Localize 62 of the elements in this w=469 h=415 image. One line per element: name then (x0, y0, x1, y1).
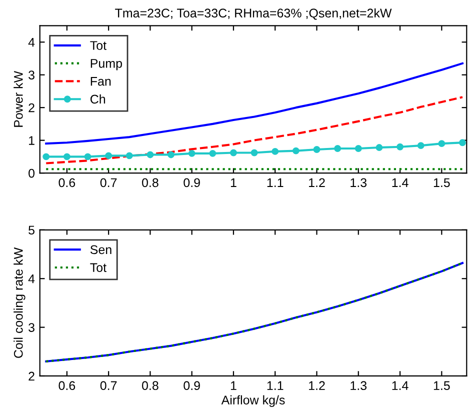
x-tick-label: 0.9 (184, 178, 200, 188)
x-tick-label: 0.8 (142, 381, 158, 390)
legend-label: Sen (90, 245, 112, 254)
x-tick-label: 1.4 (392, 381, 408, 390)
point (396, 143, 404, 150)
x-tick-label: 0.6 (58, 381, 76, 390)
point (417, 142, 424, 150)
line-series (45, 96, 464, 164)
y-tick-label: 3 (28, 70, 34, 80)
point (459, 139, 466, 146)
x-tick-label: 1.1 (267, 381, 284, 390)
point (146, 151, 154, 158)
line-series (45, 262, 464, 362)
legend-label: Tot (90, 263, 106, 272)
point (438, 140, 446, 148)
y-tick-label: 5 (28, 226, 34, 235)
point (354, 145, 362, 152)
x-tick-label: 1.3 (350, 381, 367, 390)
point (42, 153, 50, 160)
y-tick-label: 4 (28, 38, 35, 47)
x-tick-label: 0.6 (58, 178, 76, 188)
x-tick-label: 1.4 (392, 178, 408, 187)
x-tick-label: 0.8 (142, 178, 158, 188)
point (376, 144, 383, 151)
x-tick-label: 0.7 (100, 178, 117, 188)
x-tick-label: 1.2 (309, 381, 325, 390)
point (126, 152, 133, 160)
point (105, 152, 112, 160)
y-tick-label: 1 (29, 136, 34, 145)
x-tick-label: 1.2 (309, 178, 325, 187)
point (168, 151, 174, 158)
y-axis-title: Power kW (14, 70, 23, 127)
legend-label: Tot (90, 41, 106, 50)
x-tick-label: 1.5 (434, 178, 450, 188)
y-tick-label: 2 (28, 372, 34, 381)
x-tick-label: 1 (230, 178, 236, 187)
y-tick-label: 0 (28, 168, 35, 178)
point (250, 149, 258, 156)
x-tick-label: 1.3 (350, 178, 367, 188)
y-tick-label: 3 (28, 323, 34, 332)
x-tick-label: 1 (230, 381, 236, 390)
x-tick-label: 1.1 (267, 178, 284, 187)
point (63, 153, 70, 160)
legend-label: Pump (90, 59, 122, 70)
point (313, 146, 320, 153)
x-tick-label: 0.7 (100, 381, 117, 390)
x-axis-title: Airflow kg/s (221, 395, 285, 407)
y-tick-label: 4 (28, 274, 35, 284)
y-axis-title: Coil cooling rate kW (14, 247, 26, 358)
x-tick-label: 1.5 (434, 381, 450, 390)
point (272, 148, 279, 155)
chart-title: Tma=23C; Toa=33C; RHma=63% ;Qsen,net=2kW (115, 8, 392, 20)
point (230, 149, 237, 156)
point (84, 153, 92, 160)
y-tick-label: 2 (28, 103, 34, 112)
x-tick-label: 0.9 (184, 381, 200, 390)
legend-label: Ch (90, 94, 106, 104)
point (188, 150, 196, 157)
point (334, 145, 342, 152)
legend-label: Fan (90, 76, 111, 86)
point (209, 150, 216, 157)
point (292, 147, 300, 154)
